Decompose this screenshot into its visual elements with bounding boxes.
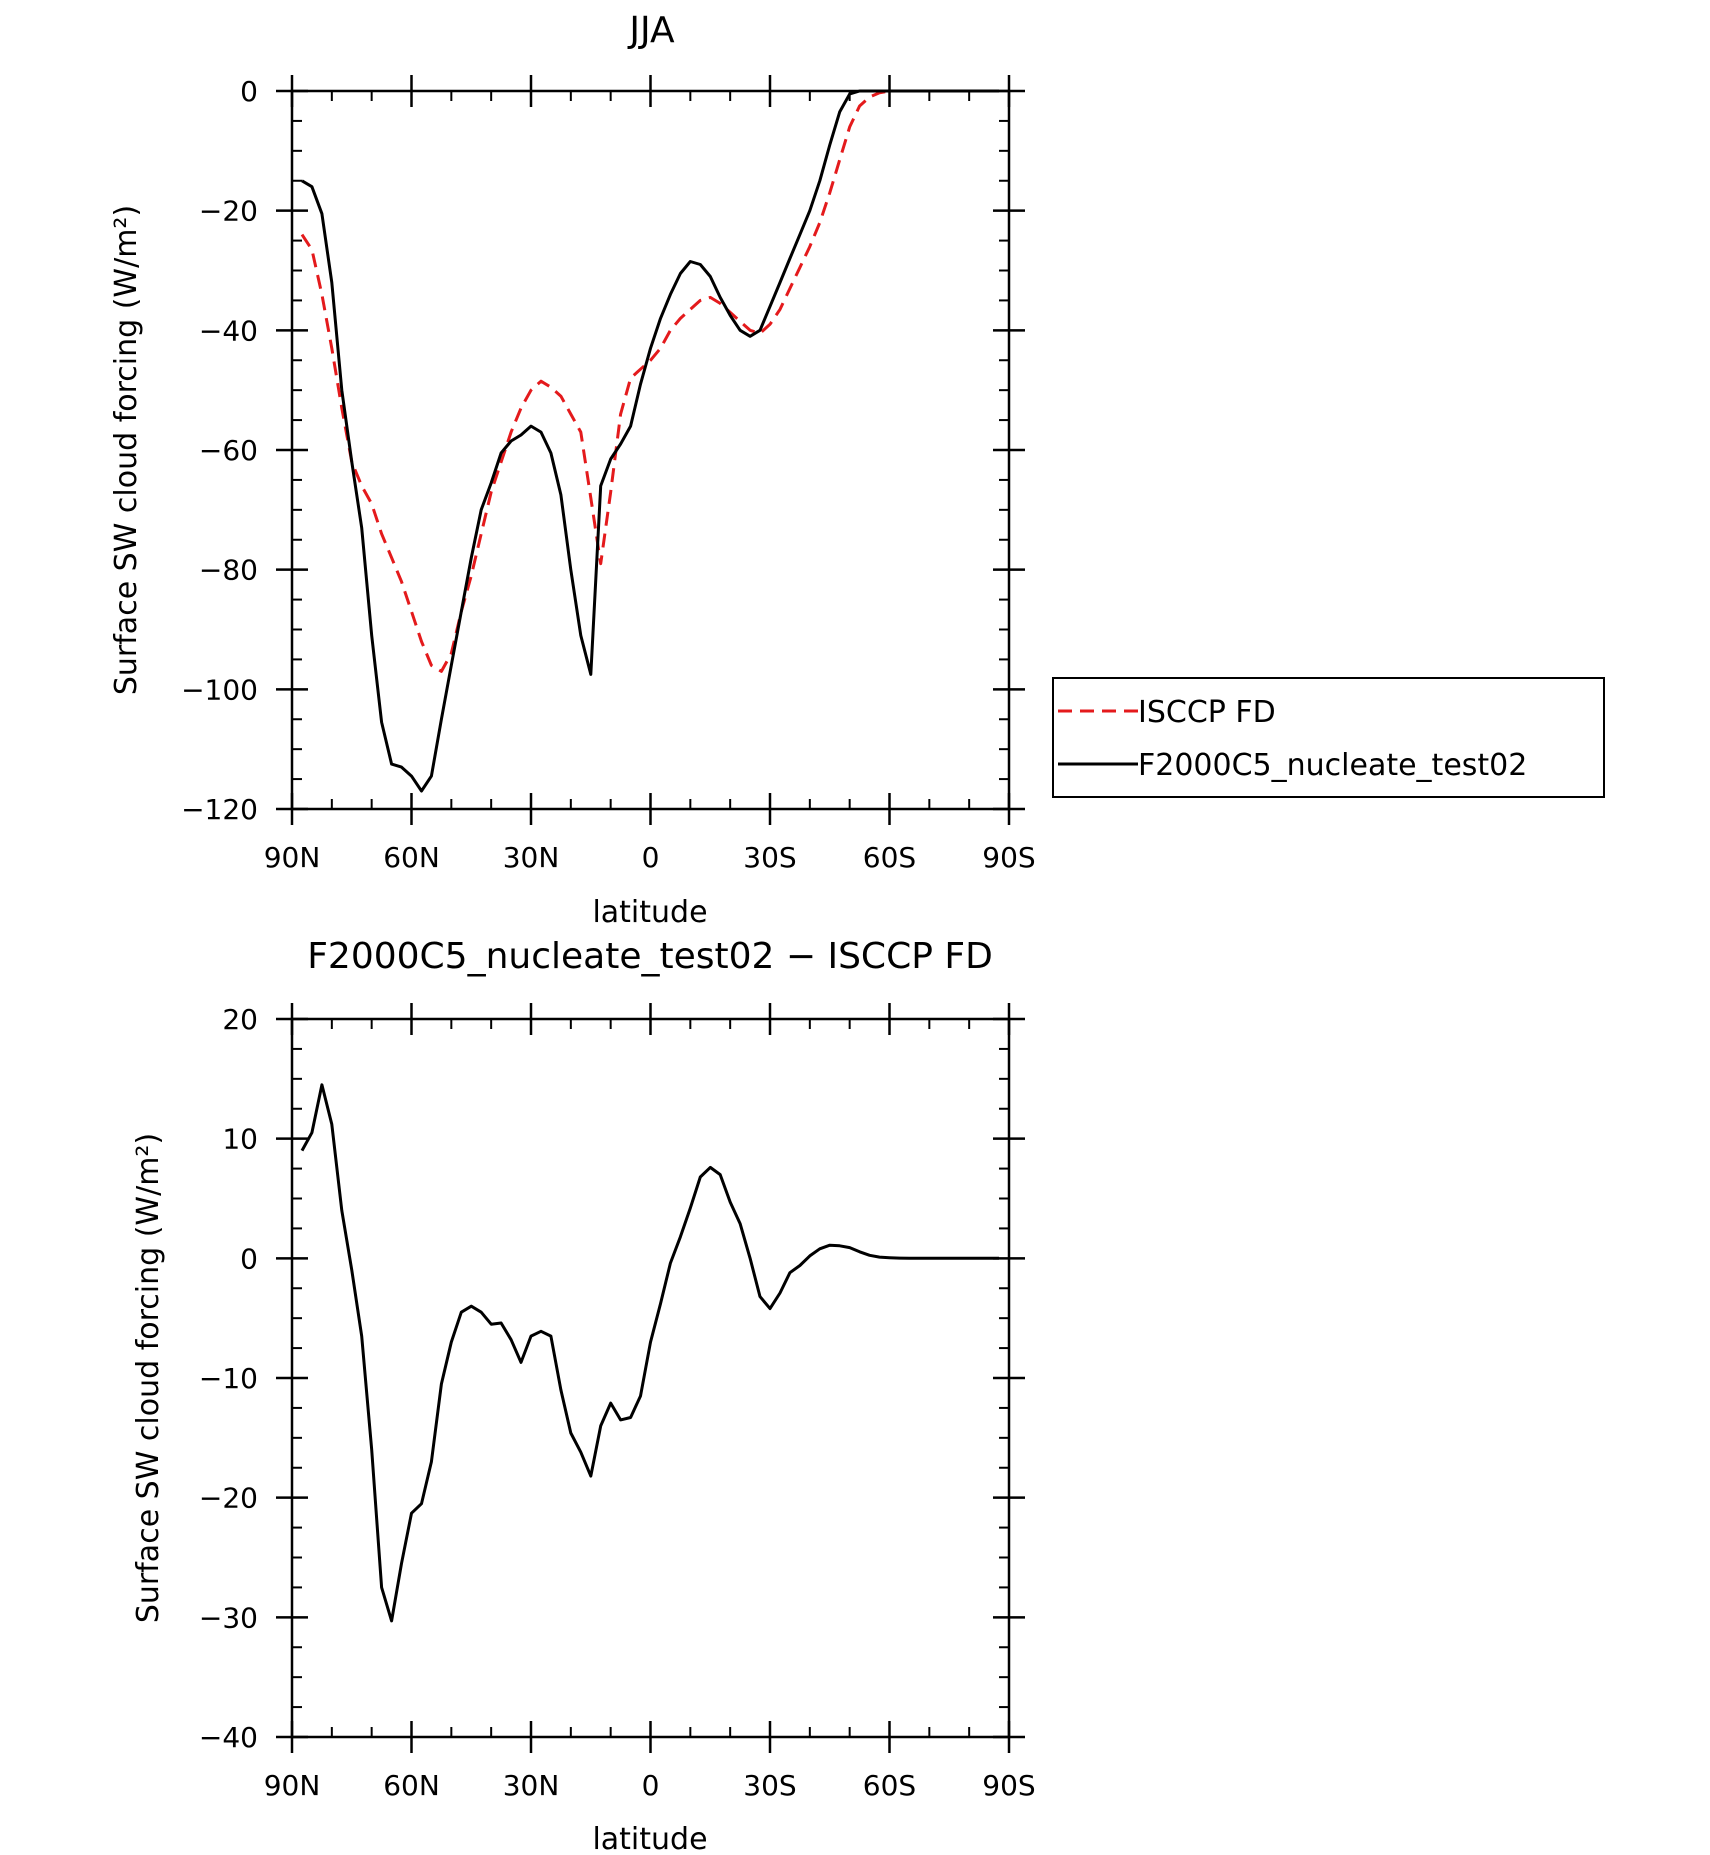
y-tick-label: −30 [199,1601,258,1634]
y-tick-label: 10 [222,1123,258,1156]
y-tick-label: 0 [240,75,258,108]
x-tick-label: 30N [503,1769,560,1802]
y-tick-label: −20 [199,195,258,228]
top-series-line-0 [300,89,999,673]
top-x-axis-label: latitude [592,895,707,930]
bottom-series-line-0 [300,1083,999,1623]
y-tick-label: −120 [181,793,258,826]
legend: ISCCP FD F2000C5_nucleate_test02 [1052,677,1605,798]
y-tick-label: 20 [222,1003,258,1036]
x-tick-label: 0 [642,1769,660,1802]
x-tick-label: 60N [383,841,440,874]
x-tick-label: 60S [863,841,916,874]
y-tick-label: −10 [199,1362,258,1395]
top-plot-frame [290,89,1011,811]
y-tick-label: −40 [199,1721,258,1754]
top-chart-title: JJA [627,10,675,51]
x-tick-label: 0 [642,841,660,874]
top-series-line-1 [301,89,999,793]
x-tick-label: 30S [743,841,796,874]
y-tick-label: −40 [199,314,258,347]
x-tick-label: 30N [503,841,560,874]
legend-label-model: F2000C5_nucleate_test02 [1138,748,1527,783]
top-y-axis-label: Surface SW cloud forcing (W/m²) [109,205,144,695]
x-tick-label: 60S [863,1769,916,1802]
y-tick-label: −20 [199,1482,258,1515]
x-tick-label: 90S [982,1769,1035,1802]
x-tick-label: 90N [264,841,321,874]
y-tick-label: 0 [240,1242,258,1275]
y-tick-label: −100 [181,673,258,706]
y-tick-label: −80 [199,554,258,587]
legend-label-isccp: ISCCP FD [1138,695,1276,730]
x-tick-label: 30S [743,1769,796,1802]
x-tick-label: 90N [264,1769,321,1802]
y-tick-label: −60 [199,434,258,467]
bottom-chart: F2000C5_nucleate_test02 − ISCCP FD 90N 60… [131,936,1036,1855]
bottom-x-axis-label: latitude [592,1822,707,1855]
x-tick-label: 60N [383,1769,440,1802]
top-chart: JJA 90N 60N 30N 0 30S 60S 90S 0 −20 −40 −60 −80 −10… [109,10,1605,930]
bottom-chart-title: F2000C5_nucleate_test02 − ISCCP FD [307,936,993,977]
bottom-y-axis-label: Surface SW cloud forcing (W/m²) [131,1133,166,1623]
legend-box [1052,677,1605,798]
x-tick-label: 90S [982,841,1035,874]
bottom-plot-frame [290,1017,1011,1739]
